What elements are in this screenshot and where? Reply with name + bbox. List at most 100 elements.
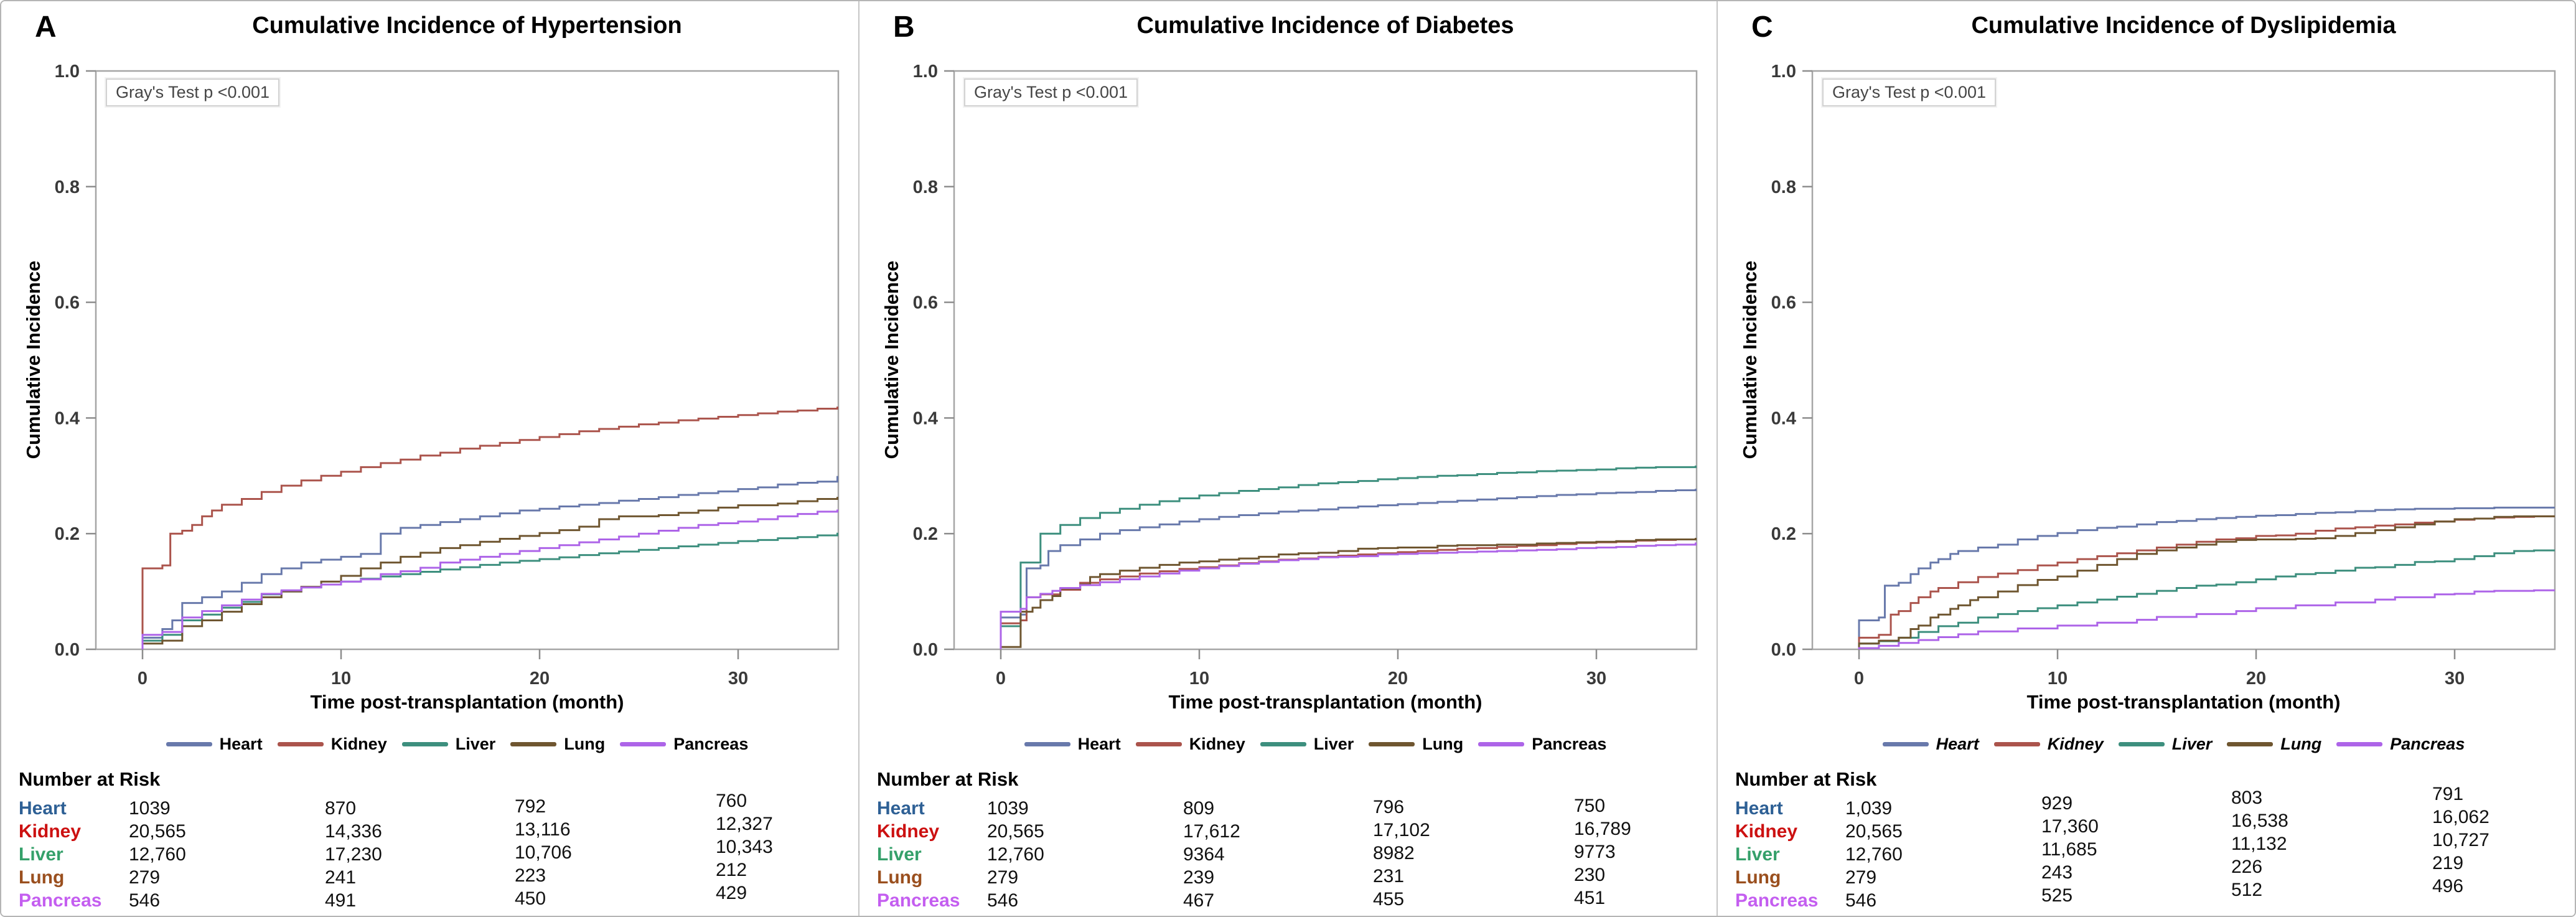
legend-line-swatch: [277, 742, 324, 746]
legend-label: Heart: [1077, 735, 1121, 753]
risk-value: 9364: [1183, 844, 1225, 865]
x-tick-label: 10: [1189, 669, 1209, 689]
risk-organ-label: Kidney: [1735, 821, 1798, 842]
legend: Heart Kidney Liver Lung Pancreas: [1792, 735, 2555, 754]
risk-organ-label: Liver: [1735, 844, 1780, 865]
y-axis-label: Cumulative Incidence: [22, 260, 44, 459]
y-tick-label: 0.6: [1771, 293, 1796, 313]
risk-value: 17,102: [1373, 820, 1430, 840]
legend-line-swatch: [1135, 742, 1182, 746]
legend-item-liver: Liver: [1260, 735, 1354, 754]
risk-value: 16,062: [2432, 807, 2489, 827]
risk-row-kidney: Kidney 20,565 17,612 17,102 16,789: [859, 819, 1717, 844]
risk-value: 243: [2041, 862, 2073, 883]
x-axis-label: Time post-transplantation (month): [310, 691, 624, 713]
risk-row-pancreas: Pancreas 546 491 450 429: [1, 883, 858, 913]
grays-test-annotation: Gray's Test p <0.001: [1822, 78, 1997, 106]
number-at-risk-heading: Number at Risk: [877, 768, 1019, 790]
panel-title: Cumulative Incidence of Diabetes: [1136, 12, 1514, 39]
curve-pancreas: [1000, 541, 1697, 649]
legend-label: Liver: [2171, 735, 2213, 753]
legend-item-pancreas: Pancreas: [1478, 735, 1606, 754]
risk-value: 219: [2432, 853, 2464, 873]
legend-line-swatch: [620, 742, 667, 746]
curve-kidney: [1000, 537, 1697, 649]
risk-value: 803: [2231, 788, 2263, 808]
x-tick-label: 20: [530, 669, 550, 689]
legend: Heart Kidney Liver Lung Pancreas: [934, 735, 1697, 754]
y-axis-label: Cumulative Incidence: [881, 260, 902, 459]
y-tick-label: 0.8: [1771, 177, 1796, 197]
legend-line-swatch: [1882, 742, 1929, 746]
panel-title: Cumulative Incidence of Hypertension: [252, 12, 682, 39]
risk-row-heart: Heart 1,039 929 803 791: [1718, 784, 2575, 821]
risk-row-heart: Heart 1039 809 796 750: [859, 796, 1717, 821]
risk-value: 809: [1183, 798, 1215, 819]
risk-value: 17,360: [2041, 816, 2099, 837]
plot-frame: [95, 70, 840, 651]
number-at-risk-heading: Number at Risk: [1735, 768, 1877, 790]
legend-item-liver: Liver: [401, 735, 495, 754]
legend-line-swatch: [166, 742, 212, 746]
risk-value: 20,565: [1845, 821, 1903, 842]
risk-value: 12,760: [987, 844, 1044, 865]
risk-organ-label: Heart: [877, 798, 925, 819]
legend-label: Pancreas: [2390, 735, 2465, 753]
y-tick-label: 1.0: [55, 62, 80, 82]
legend-item-heart: Heart: [1024, 735, 1121, 754]
risk-value: 16,789: [1574, 819, 1631, 839]
legend-line-swatch: [401, 742, 448, 746]
curve-kidney: [141, 405, 838, 649]
risk-value: 467: [1183, 890, 1215, 911]
panel-diabetes: B Cumulative Incidence of Diabetes 0.0 0.…: [858, 1, 1717, 916]
incidence-plot: 0.0 0.2 0.4 0.6 0.8 1.0 0 10 20 30: [55, 62, 840, 689]
risk-value: 1,039: [1845, 798, 1893, 819]
curve-pancreas: [1858, 589, 2555, 649]
risk-value: 525: [2041, 885, 2073, 906]
legend-line-swatch: [510, 742, 557, 746]
risk-organ-label: Liver: [877, 844, 922, 865]
y-tick-label: 0.4: [55, 408, 80, 428]
legend-item-kidney: Kidney: [1135, 735, 1245, 754]
panel-title: Cumulative Incidence of Dyslipidemia: [1971, 12, 2396, 39]
risk-value: 13,116: [515, 819, 571, 840]
curves-group: [141, 405, 838, 649]
x-tick-label: 0: [138, 669, 148, 689]
legend-item-pancreas: Pancreas: [620, 735, 748, 754]
x-tick-label: 10: [2048, 669, 2068, 689]
legend-item-liver: Liver: [2118, 735, 2213, 754]
legend-label: Kidney: [2047, 735, 2104, 753]
plot-frame: [953, 70, 1698, 651]
legend-label: Heart: [219, 735, 263, 753]
risk-value: 223: [515, 865, 546, 886]
panel-letter: A: [35, 11, 57, 44]
legend-label: Liver: [1313, 735, 1354, 753]
legend-item-heart: Heart: [166, 735, 263, 754]
risk-organ-label: Heart: [1735, 798, 1783, 819]
x-axis-label: Time post-transplantation (month): [2026, 691, 2341, 713]
curve-liver: [1858, 548, 2555, 649]
legend-item-lung: Lung: [510, 735, 605, 754]
legend-line-swatch: [1260, 742, 1306, 746]
risk-value: 1039: [987, 798, 1029, 819]
risk-value: 12,327: [716, 814, 773, 834]
x-tick-label: 0: [996, 669, 1006, 689]
y-tick-label: 0.0: [55, 640, 80, 660]
legend-label: Lung: [2280, 735, 2322, 753]
legend-line-swatch: [1369, 742, 1415, 746]
risk-organ-label: Pancreas: [877, 890, 960, 911]
legend-item-kidney: Kidney: [277, 735, 387, 754]
risk-row-lung: Lung 279 241 223 212: [1, 860, 858, 890]
legend-label: Kidney: [1189, 735, 1245, 753]
number-at-risk-table: Heart 1039 809 796 750 Kidney 20,565 17,612 17,1…: [859, 796, 1717, 913]
number-at-risk-table: Heart 1039 870 792 760 Kidney 20,565 14,336 13,1…: [1, 791, 858, 913]
curve-lung: [1858, 515, 2555, 649]
curve-heart: [1000, 488, 1697, 649]
risk-value: 451: [1574, 888, 1606, 908]
y-tick-label: 0.4: [1771, 408, 1796, 428]
risk-value: 231: [1373, 866, 1405, 886]
risk-value: 929: [2041, 793, 2073, 814]
risk-value: 792: [515, 796, 546, 817]
y-tick-label: 0.6: [913, 293, 938, 313]
y-tick-label: 0.2: [913, 524, 938, 544]
